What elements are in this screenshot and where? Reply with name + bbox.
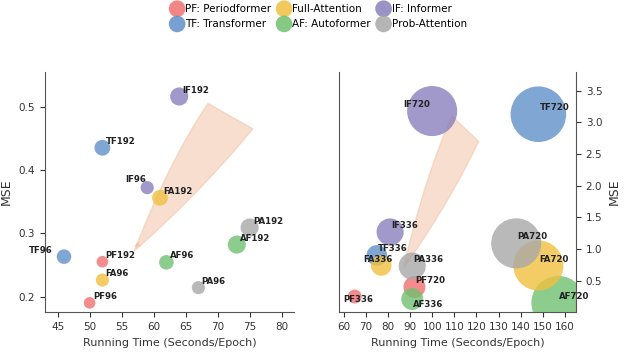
Point: [385, 229, 396, 235]
Point: [97, 145, 108, 151]
Y-axis label: MSE: MSE: [608, 179, 621, 205]
Text: PA192: PA192: [253, 216, 283, 225]
Point: [410, 284, 420, 290]
Text: FA336: FA336: [364, 255, 393, 264]
Polygon shape: [134, 103, 253, 251]
Text: IF96: IF96: [125, 176, 146, 185]
Point: [174, 94, 184, 99]
Point: [97, 277, 108, 283]
Text: IF336: IF336: [391, 221, 418, 230]
Y-axis label: MSE: MSE: [0, 179, 13, 205]
Point: [407, 296, 417, 302]
Text: FA192: FA192: [163, 187, 193, 196]
Point: [244, 225, 255, 230]
Point: [193, 285, 204, 290]
Text: PA96: PA96: [202, 277, 226, 286]
Point: [97, 259, 108, 265]
Text: TF336: TF336: [378, 244, 408, 253]
Text: AF192: AF192: [240, 234, 270, 243]
Text: IF192: IF192: [182, 85, 209, 94]
Point: [155, 195, 165, 201]
Point: [84, 300, 95, 306]
Text: AF336: AF336: [413, 299, 444, 308]
Point: [427, 108, 437, 114]
Point: [59, 254, 69, 260]
Point: [533, 263, 543, 269]
Text: PA720: PA720: [517, 232, 547, 242]
Text: IF720: IF720: [403, 100, 430, 109]
Text: PA336: PA336: [413, 255, 444, 264]
Point: [142, 185, 152, 191]
Text: TF96: TF96: [29, 246, 52, 255]
Point: [349, 294, 360, 299]
Point: [161, 260, 172, 265]
Point: [511, 241, 522, 246]
Text: FA96: FA96: [106, 269, 129, 278]
X-axis label: Running Time (Seconds/Epoch): Running Time (Seconds/Epoch): [83, 337, 257, 348]
Text: TF192: TF192: [106, 137, 135, 146]
Text: AF96: AF96: [170, 251, 194, 260]
Point: [407, 263, 417, 269]
X-axis label: Running Time (Seconds/Epoch): Running Time (Seconds/Epoch): [371, 337, 545, 348]
Text: PF336: PF336: [344, 295, 374, 304]
Point: [232, 242, 242, 247]
Text: PF96: PF96: [93, 292, 117, 301]
Point: [372, 252, 382, 258]
Text: PF720: PF720: [415, 276, 445, 285]
Point: [553, 300, 563, 306]
Text: PF192: PF192: [106, 251, 136, 260]
Legend: PF: Periodformer, TF: Transformer, Full-Attention, AF: Autoformer, IF: Informer,: PF: Periodformer, TF: Transformer, Full-…: [171, 2, 469, 31]
Point: [533, 111, 543, 117]
Text: TF720: TF720: [540, 103, 569, 112]
Text: FA720: FA720: [540, 255, 569, 264]
Point: [376, 263, 387, 269]
Text: AF720: AF720: [559, 292, 590, 301]
Polygon shape: [403, 116, 479, 268]
